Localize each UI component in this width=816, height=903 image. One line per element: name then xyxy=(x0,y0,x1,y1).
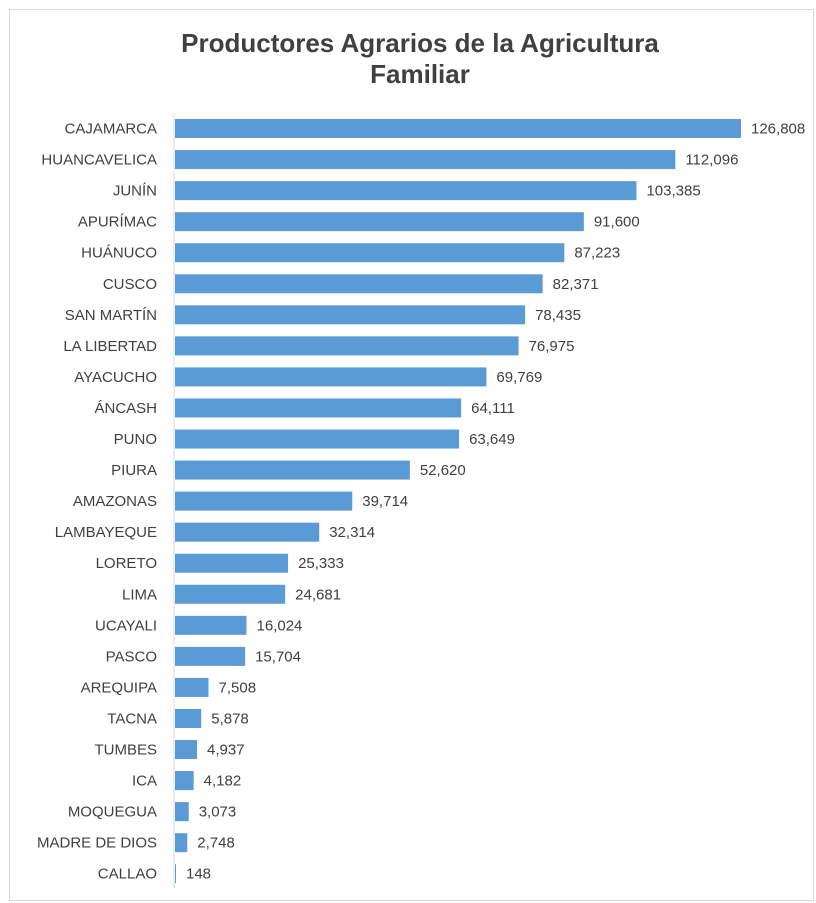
bar xyxy=(175,150,675,169)
category-label: AYACUCHO xyxy=(74,369,157,386)
bar xyxy=(175,461,410,480)
category-label: HUANCAVELICA xyxy=(41,152,157,169)
category-label: TACNA xyxy=(107,710,157,727)
bar xyxy=(175,864,176,883)
category-label: LA LIBERTAD xyxy=(63,338,157,355)
bar xyxy=(175,274,543,293)
category-label: UCAYALI xyxy=(95,617,157,634)
value-label: 69,769 xyxy=(496,369,542,386)
value-label: 64,111 xyxy=(471,400,515,417)
value-label: 87,223 xyxy=(574,245,620,262)
value-label: 78,435 xyxy=(535,307,581,324)
bar xyxy=(175,833,187,852)
bars-group: CAJAMARCA 126,808 HUANCAVELICA 112,096 JUNÍN… xyxy=(37,119,805,883)
category-label: MADRE DE DIOS xyxy=(37,835,157,852)
value-label: 4,182 xyxy=(204,773,242,790)
value-label: 4,937 xyxy=(207,742,245,759)
bar xyxy=(175,740,197,759)
bar xyxy=(175,367,486,386)
category-label: LORETO xyxy=(96,555,157,572)
value-label: 52,620 xyxy=(420,462,466,479)
category-label: CUSCO xyxy=(103,276,157,293)
value-label: 7,508 xyxy=(219,679,257,696)
value-label: 24,681 xyxy=(295,586,341,603)
bar xyxy=(175,771,194,790)
value-label: 112,096 xyxy=(685,152,738,169)
value-label: 32,314 xyxy=(329,524,375,541)
bar xyxy=(175,398,461,417)
category-label: CAJAMARCA xyxy=(64,121,157,138)
value-label: 25,333 xyxy=(298,555,344,572)
category-label: JUNÍN xyxy=(113,183,157,200)
value-label: 103,385 xyxy=(646,183,700,200)
category-label: ÁNCASH xyxy=(94,400,157,417)
bar xyxy=(175,802,189,821)
category-label: TUMBES xyxy=(94,742,157,759)
bar xyxy=(175,709,201,728)
value-label: 148 xyxy=(186,866,211,883)
category-label: MOQUEGUA xyxy=(68,804,157,821)
category-label: SAN MARTÍN xyxy=(65,307,157,324)
value-label: 76,975 xyxy=(529,338,575,355)
value-label: 63,649 xyxy=(469,431,515,448)
bar xyxy=(175,243,564,262)
category-label: AMAZONAS xyxy=(73,493,157,510)
value-label: 126,808 xyxy=(751,121,805,138)
bar xyxy=(175,212,584,231)
category-label: PASCO xyxy=(106,648,157,665)
value-label: 91,600 xyxy=(594,214,640,231)
value-label: 39,714 xyxy=(362,493,408,510)
category-label: PUNO xyxy=(114,431,157,448)
value-label: 15,704 xyxy=(255,648,301,665)
category-label: APURÍMAC xyxy=(78,214,157,231)
bar xyxy=(175,336,519,355)
value-label: 16,024 xyxy=(257,617,303,634)
bar xyxy=(175,492,352,511)
category-label: CALLAO xyxy=(98,866,157,883)
bar xyxy=(175,119,741,138)
bar xyxy=(175,585,285,604)
bar xyxy=(175,554,288,573)
category-label: PIURA xyxy=(111,462,157,479)
value-label: 2,748 xyxy=(197,835,235,852)
category-label: HUÁNUCO xyxy=(81,245,157,262)
value-label: 82,371 xyxy=(553,276,599,293)
category-label: ICA xyxy=(132,773,157,790)
category-label: LAMBAYEQUE xyxy=(55,524,157,541)
bar xyxy=(175,305,525,324)
bar xyxy=(175,430,459,449)
bar xyxy=(175,523,319,542)
category-label: AREQUIPA xyxy=(81,679,157,696)
value-label: 5,878 xyxy=(211,710,249,727)
bar xyxy=(175,647,245,666)
bar xyxy=(175,616,247,635)
bar xyxy=(175,678,209,697)
bar xyxy=(175,181,636,200)
category-label: LIMA xyxy=(122,586,157,603)
value-label: 3,073 xyxy=(199,804,237,821)
